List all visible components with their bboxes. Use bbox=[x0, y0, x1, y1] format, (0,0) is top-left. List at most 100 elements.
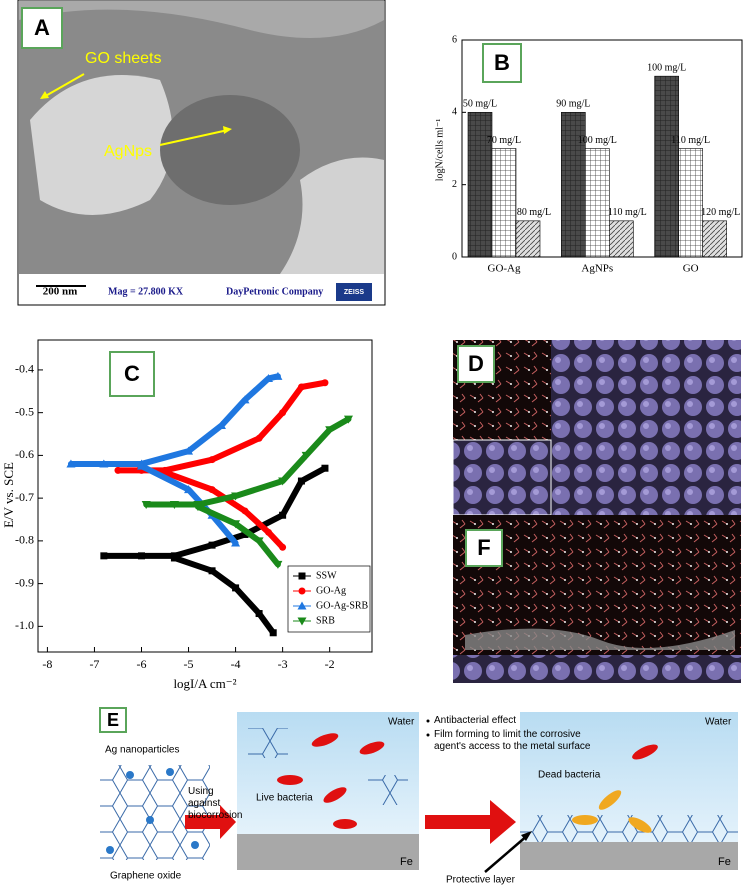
marker bbox=[255, 610, 263, 618]
arrowhead bbox=[40, 91, 49, 99]
bullet-text: Antibacterial effect bbox=[434, 715, 517, 726]
x-tick-label: -4 bbox=[231, 657, 241, 671]
panel-label: A bbox=[34, 15, 50, 40]
company: DayPetronic Company bbox=[226, 286, 323, 297]
bullet bbox=[426, 719, 430, 723]
x-tick-label: -2 bbox=[325, 657, 335, 671]
marker bbox=[241, 507, 249, 515]
arrow bbox=[159, 129, 229, 146]
tem-dark-region bbox=[160, 95, 300, 205]
text: Water bbox=[705, 717, 732, 728]
panel-label: B bbox=[494, 50, 510, 75]
arrowhead bbox=[223, 126, 232, 134]
text: Graphene oxide bbox=[110, 871, 182, 882]
dead-bacterium bbox=[572, 815, 598, 825]
marker bbox=[279, 409, 287, 417]
text: Live bacteria bbox=[256, 793, 313, 804]
marker bbox=[193, 503, 203, 512]
marker bbox=[169, 501, 179, 510]
x-tick-label: -5 bbox=[184, 657, 194, 671]
marker bbox=[208, 541, 216, 549]
marker bbox=[141, 501, 151, 510]
marker bbox=[255, 434, 263, 442]
marker bbox=[343, 415, 353, 424]
y-tick-label: -1.0 bbox=[15, 618, 34, 632]
bullet bbox=[426, 733, 430, 737]
y-tick-label: -0.7 bbox=[15, 490, 34, 504]
marker bbox=[184, 446, 194, 455]
bar bbox=[609, 220, 634, 258]
bacterium bbox=[632, 744, 658, 760]
marker bbox=[208, 456, 216, 464]
x-tick-label: GO bbox=[683, 263, 699, 275]
bar-label: 110 mg/L bbox=[671, 135, 710, 146]
dead-bacterium bbox=[628, 817, 652, 833]
bar bbox=[491, 148, 517, 258]
graphene-flake bbox=[368, 775, 408, 805]
scale-label: 200 nm bbox=[43, 286, 78, 298]
marker bbox=[254, 537, 264, 546]
marker bbox=[298, 587, 306, 595]
marker bbox=[114, 466, 122, 474]
y-tick-label: -0.9 bbox=[15, 575, 34, 589]
legend-label: SSW bbox=[316, 570, 337, 581]
graphene-sheet bbox=[465, 628, 735, 650]
marker bbox=[216, 420, 226, 429]
bar-label: 80 mg/L bbox=[517, 207, 551, 218]
particle bbox=[146, 816, 154, 824]
marker bbox=[66, 459, 76, 468]
x-tick-label: -7 bbox=[89, 657, 99, 671]
legend-label: GO-Ag-SRB bbox=[316, 600, 369, 611]
tem-hole bbox=[30, 75, 173, 215]
tem-hole bbox=[280, 157, 384, 274]
text: Fe bbox=[400, 856, 413, 868]
bar bbox=[702, 220, 727, 258]
panel-label: F bbox=[477, 535, 490, 560]
marker bbox=[231, 538, 241, 547]
text: Ag nanoparticles bbox=[105, 745, 180, 756]
panel-label: E bbox=[107, 710, 119, 730]
marker bbox=[278, 477, 288, 486]
panel-label: C bbox=[124, 361, 140, 386]
y-tick-label: 6 bbox=[452, 34, 457, 45]
arrow bbox=[41, 73, 85, 99]
arrowhead bbox=[521, 831, 532, 841]
text: Protective layer bbox=[446, 875, 516, 886]
bacterium bbox=[277, 775, 303, 785]
particle bbox=[106, 846, 114, 854]
marker bbox=[301, 451, 311, 460]
marker bbox=[325, 426, 335, 435]
marker bbox=[170, 554, 178, 562]
metal bbox=[520, 842, 738, 870]
marker bbox=[273, 371, 283, 380]
marker bbox=[298, 572, 306, 580]
y-tick-label: 2 bbox=[452, 179, 457, 190]
label-box bbox=[109, 351, 155, 397]
text: Dead bacteria bbox=[538, 770, 601, 781]
bacterium bbox=[333, 819, 357, 829]
bar bbox=[654, 75, 679, 258]
bar-label: 50 mg/L bbox=[463, 99, 497, 110]
simulation-d-side bbox=[452, 439, 552, 516]
marker bbox=[136, 461, 146, 470]
marker bbox=[297, 477, 305, 485]
marker bbox=[321, 379, 329, 387]
x-tick-label: -8 bbox=[42, 657, 52, 671]
text: Fe bbox=[718, 856, 731, 868]
arrow bbox=[425, 800, 516, 844]
x-axis-label: logI/A cm⁻² bbox=[173, 676, 236, 691]
marker bbox=[208, 567, 216, 575]
y-axis-label: E/V vs. SCE bbox=[1, 462, 16, 528]
label-box bbox=[21, 7, 63, 49]
marker bbox=[231, 520, 241, 529]
marker bbox=[297, 617, 307, 626]
bullet-text: Film forming to limit the corrosive agen… bbox=[434, 729, 591, 752]
plot-frame bbox=[37, 339, 373, 653]
pointer bbox=[484, 834, 529, 873]
bacterium bbox=[323, 787, 347, 803]
dead-bacterium bbox=[598, 790, 622, 810]
marker bbox=[269, 629, 277, 637]
y-tick-label: 0 bbox=[452, 251, 457, 262]
y-tick-label: -0.8 bbox=[15, 533, 34, 547]
